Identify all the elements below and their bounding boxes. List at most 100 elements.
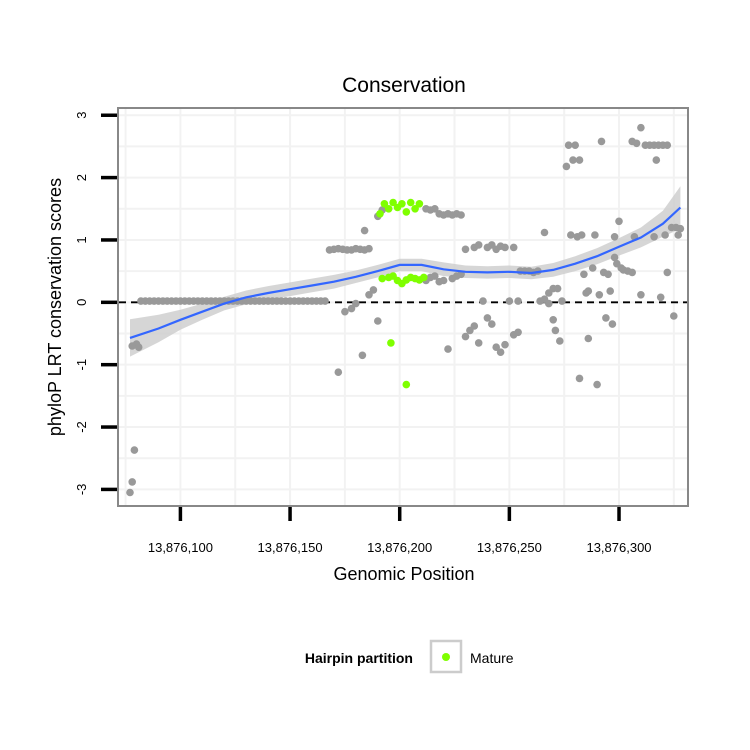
other-point: [553, 284, 562, 293]
other-point: [461, 332, 470, 341]
other-point: [505, 297, 514, 305]
other-point: [610, 253, 619, 262]
other-point: [597, 137, 606, 146]
other-point: [628, 268, 636, 277]
y-tick-label: 3: [74, 112, 89, 119]
x-axis: 13,876,100 13,876,150 13,876,200 13,876,250…: [148, 507, 652, 555]
y-axis-title: phyloP LRT conservation scores: [45, 178, 65, 436]
points-layer: [126, 123, 685, 497]
other-point: [321, 297, 329, 305]
mature-point: [387, 339, 395, 347]
other-point: [610, 233, 619, 241]
other-point: [656, 293, 665, 302]
legend: Hairpin partition Mature: [305, 639, 514, 674]
mature-point: [402, 380, 411, 389]
other-point: [369, 286, 378, 294]
mature-point: [402, 208, 411, 216]
y-axis: -3 -2 -1 0 1 2 3: [74, 112, 117, 496]
other-point: [632, 139, 641, 148]
x-tick-label: 13,876,100: [148, 540, 213, 555]
other-point: [663, 268, 672, 277]
other-point: [564, 141, 573, 149]
other-point: [676, 224, 685, 233]
x-tick-label: 13,876,300: [586, 540, 651, 555]
x-tick-label: 13,876,250: [477, 540, 542, 555]
mature-point: [406, 198, 415, 207]
legend-title: Hairpin partition: [305, 650, 413, 666]
legend-key-mature-icon: [442, 653, 450, 661]
other-point: [595, 291, 604, 299]
other-point: [457, 211, 465, 219]
mature-point: [389, 198, 397, 207]
other-point: [540, 228, 549, 237]
mature-point: [411, 205, 419, 213]
confidence-ribbon-layer: [130, 186, 681, 357]
other-point: [661, 231, 669, 239]
y-tick-label: -3: [74, 484, 89, 496]
mature-point: [415, 200, 424, 208]
plot-panel: [117, 107, 689, 507]
confidence-ribbon: [130, 186, 681, 357]
other-point: [670, 312, 678, 320]
gridlines: [119, 109, 687, 505]
other-point: [501, 340, 509, 349]
mature-point: [380, 200, 389, 208]
other-point: [365, 244, 373, 253]
other-point: [558, 297, 566, 305]
other-point: [474, 339, 483, 347]
chart-title: Conservation: [342, 74, 466, 97]
other-point: [128, 478, 136, 486]
other-point: [479, 297, 487, 305]
other-point: [674, 231, 682, 239]
other-point: [562, 162, 571, 171]
other-point: [474, 241, 483, 249]
smooth-line-layer: [129, 206, 682, 339]
mature-point: [398, 200, 406, 208]
other-point: [439, 276, 448, 285]
y-tick-label: 0: [74, 299, 89, 306]
other-point: [652, 156, 661, 164]
legend-label-mature: Mature: [470, 650, 514, 666]
other-point: [501, 243, 509, 252]
other-point: [569, 156, 577, 164]
other-point: [134, 343, 143, 352]
other-point: [602, 314, 610, 322]
mature-point: [378, 274, 387, 283]
other-point: [584, 287, 593, 295]
other-point: [606, 287, 614, 295]
mature-point: [384, 205, 393, 213]
other-point: [461, 245, 470, 254]
other-point: [580, 270, 588, 279]
other-point: [374, 317, 382, 325]
mature-point: [420, 273, 428, 282]
other-point: [615, 217, 623, 226]
other-point: [567, 231, 575, 239]
mature-point: [376, 210, 384, 218]
other-point: [551, 326, 560, 335]
other-point: [358, 351, 367, 360]
y-tick-label: -1: [74, 359, 89, 371]
other-point: [545, 299, 553, 308]
other-point: [637, 291, 645, 299]
other-point: [514, 297, 522, 305]
y-tick-label: 2: [74, 174, 89, 181]
other-point: [549, 316, 557, 324]
x-axis-title: Genomic Position: [333, 564, 474, 584]
other-point: [604, 270, 612, 279]
other-point: [365, 291, 373, 299]
other-point: [492, 343, 501, 352]
other-point: [334, 368, 343, 377]
other-point: [126, 488, 134, 497]
other-point: [347, 304, 356, 313]
x-tick-label: 13,876,150: [258, 540, 323, 555]
other-point: [488, 320, 496, 328]
other-point: [650, 233, 658, 241]
other-point: [496, 348, 505, 357]
other-point: [584, 334, 593, 343]
other-point: [608, 320, 617, 328]
other-point: [571, 141, 579, 149]
other-point: [352, 299, 360, 308]
other-point: [575, 374, 584, 383]
y-tick-label: 1: [74, 236, 89, 243]
